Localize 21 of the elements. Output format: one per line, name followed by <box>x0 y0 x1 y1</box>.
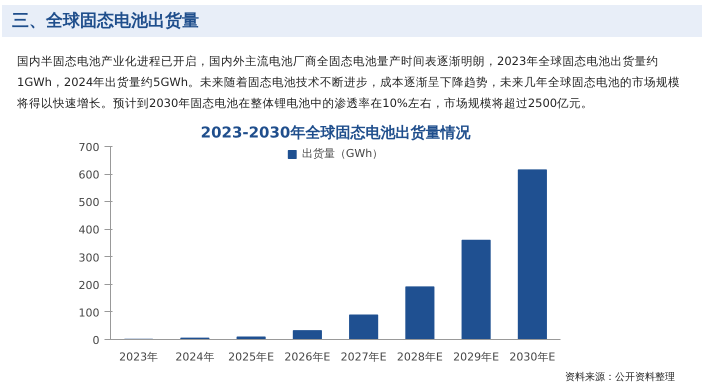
x-tick-label: 2029年E <box>453 350 500 364</box>
x-tick-label: 2026年E <box>284 350 330 364</box>
y-tick-label: 300 <box>78 251 100 264</box>
x-tick-label: 2025年E <box>228 350 274 364</box>
y-tick-label: 100 <box>78 306 100 320</box>
y-tick-label: 400 <box>78 224 100 237</box>
y-tick-label: 500 <box>78 196 100 210</box>
y-tick-label: 600 <box>78 168 100 182</box>
x-tick-label: 2023年 <box>119 350 158 364</box>
x-tick-label: 2030年E <box>509 350 556 364</box>
y-tick-label: 200 <box>78 278 100 292</box>
text: 国内半固态电池产业化进程已开启，国内外主流电池厂商全固态电池量产时间表逐渐明朗，2023年全球固态电池出货量约1GWh，2024年出货量约5GWh。未来随着固态电池技术不断进步，成本逐渐呈下降趋势，未来几年全球固态电池的市场规模将得以快速增长。预计到2030年固态电池在整体锂电池中的渗透率在10%左右，市场规模将超过2500亿元。 <box>17 53 682 112</box>
x-tick-label: 2024年 <box>175 350 214 364</box>
y-tick-label: 0 <box>92 334 100 347</box>
text: 资料来源：公开资料整理 <box>565 371 675 385</box>
y-tick-label: 700 <box>78 141 100 154</box>
chart-title: 三、全球固态电池出货量 <box>12 10 199 33</box>
chart-subtitle: 2023-2030年全球固态电池出货量情况 <box>200 124 472 142</box>
legend-label: 出货量（GWh） <box>302 146 384 161</box>
x-tick-label: 2028年E <box>396 350 443 364</box>
x-tick-label: 2027年E <box>340 350 387 364</box>
